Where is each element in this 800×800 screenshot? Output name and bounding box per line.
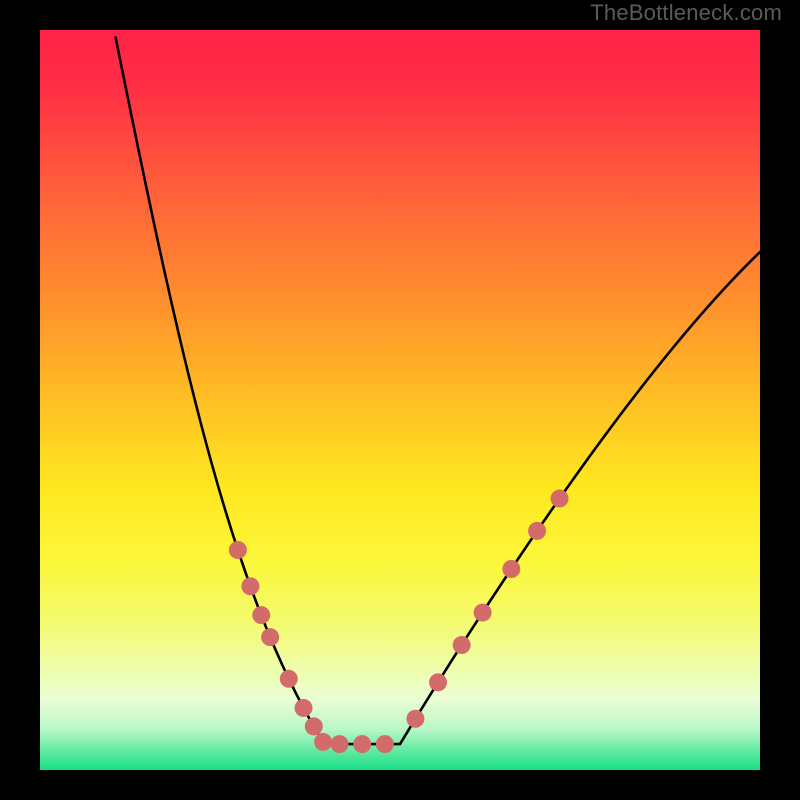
data-marker xyxy=(406,710,424,728)
gradient-background xyxy=(40,30,760,770)
data-marker xyxy=(331,735,349,753)
data-marker xyxy=(502,560,520,578)
data-marker xyxy=(241,577,259,595)
data-marker xyxy=(295,699,313,717)
data-marker xyxy=(314,733,332,751)
data-marker xyxy=(551,490,569,508)
data-marker xyxy=(280,670,298,688)
data-marker xyxy=(453,636,471,654)
data-marker xyxy=(376,735,394,753)
chart-container: TheBottleneck.com xyxy=(0,0,800,800)
plot-svg xyxy=(40,30,760,770)
plot-area xyxy=(40,30,760,770)
data-marker xyxy=(474,604,492,622)
data-marker xyxy=(252,606,270,624)
data-marker xyxy=(353,735,371,753)
data-marker xyxy=(261,628,279,646)
data-marker xyxy=(305,717,323,735)
data-marker xyxy=(429,673,447,691)
watermark-text: TheBottleneck.com xyxy=(590,0,782,26)
data-marker xyxy=(528,522,546,540)
data-marker xyxy=(229,541,247,559)
